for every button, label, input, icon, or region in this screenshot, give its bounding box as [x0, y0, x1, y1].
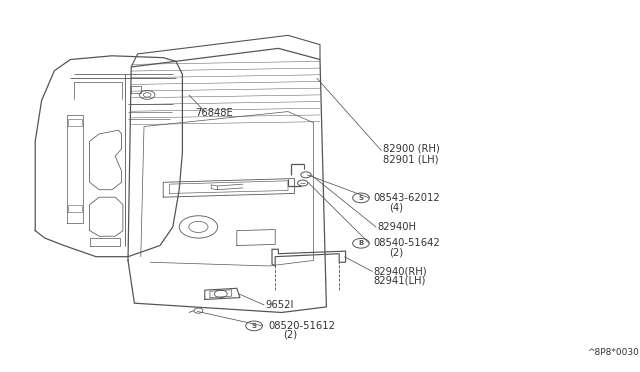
Text: 9652I: 9652I — [266, 300, 294, 310]
Text: 82941(LH): 82941(LH) — [374, 275, 426, 285]
Text: 76848E: 76848E — [195, 109, 233, 118]
Text: S: S — [252, 323, 257, 329]
Text: 08520-51612: 08520-51612 — [269, 321, 336, 331]
Text: (2): (2) — [284, 330, 298, 340]
Text: 82940(RH): 82940(RH) — [374, 267, 428, 276]
Text: (4): (4) — [389, 202, 403, 212]
Text: 08540-51642: 08540-51642 — [374, 238, 440, 248]
Text: 82900 (RH): 82900 (RH) — [383, 144, 440, 154]
Text: 08543-62012: 08543-62012 — [374, 193, 440, 203]
Text: (2): (2) — [389, 247, 403, 257]
Text: ^8P8*0030: ^8P8*0030 — [588, 348, 639, 357]
Text: 82901 (LH): 82901 (LH) — [383, 154, 438, 164]
Text: B: B — [358, 240, 364, 246]
Text: S: S — [358, 195, 364, 201]
Text: 82940H: 82940H — [378, 222, 417, 232]
